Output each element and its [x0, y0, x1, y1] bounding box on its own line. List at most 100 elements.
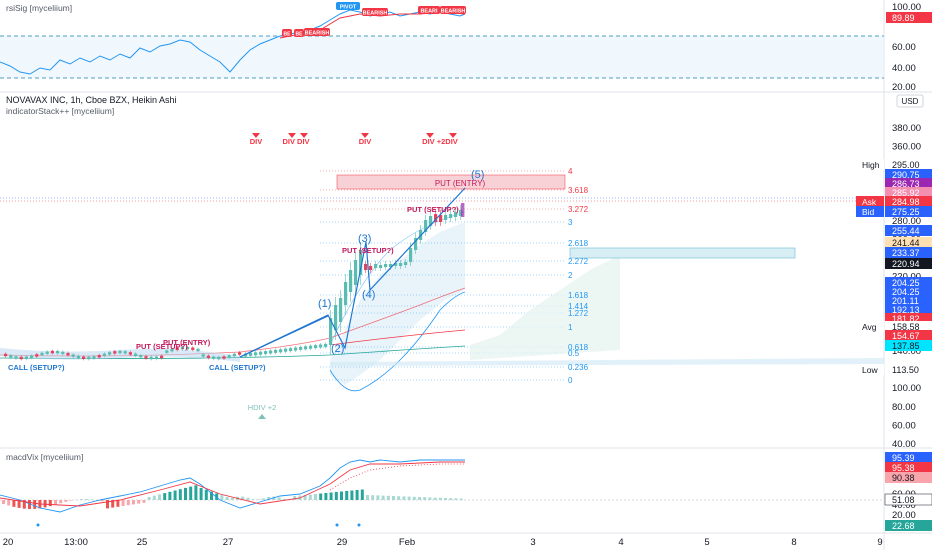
candle-body [19, 356, 23, 360]
rsi-annotation: BEARISH [363, 11, 388, 17]
macd-bar [184, 487, 187, 500]
time-axis[interactable]: 20 13:00 25 27 29 Feb 3 4 5 8 9 [3, 537, 883, 548]
rsi-annotation: BE [284, 32, 292, 38]
price-panel[interactable]: NOVAVAX INC, 1h, Cboe BZX, Heikin Ashi i… [0, 94, 932, 450]
candle-body [186, 346, 190, 350]
rsi-axis-label: 20.00 [892, 82, 916, 93]
time-axis-label: 8 [791, 537, 796, 548]
macd-bar [241, 496, 245, 500]
macd-bar [319, 493, 323, 500]
candle-body [374, 264, 378, 268]
candle-body [284, 348, 288, 352]
macd-bar [111, 500, 115, 508]
candle-body [71, 354, 75, 357]
fib-label: 0.5 [568, 349, 580, 358]
price-badge-text: 192.13 [892, 305, 920, 315]
price-badge [885, 237, 932, 248]
macd-axis-label: 20.00 [892, 510, 916, 521]
candle-body [454, 212, 458, 217]
candle-body [92, 356, 96, 359]
macd-bar [293, 496, 297, 500]
candle-body [449, 214, 453, 218]
price-badge-text: 295.00 [892, 160, 920, 170]
macd-bar [428, 497, 432, 500]
currency-button[interactable] [896, 94, 924, 108]
candle-body [56, 350, 60, 354]
macd-bar [132, 500, 135, 505]
rsi-panel[interactable]: PIVOT BEARISH BE BE BEARISH BEARI BEARIS… [0, 2, 932, 93]
candle-body [160, 355, 164, 359]
macd-bar [210, 491, 213, 500]
macd-bar [80, 499, 83, 500]
wave-label-4: (4) [362, 289, 375, 301]
macd-bar [28, 500, 31, 509]
candle-body [165, 350, 169, 353]
candle-body [9, 355, 13, 358]
macd-badge [885, 472, 932, 483]
candle-body [414, 238, 418, 250]
rsi-annotation: BEARISH [305, 31, 330, 37]
macd-bar [2, 500, 5, 504]
rsi-bearish-tag: BEARISH [304, 28, 330, 37]
hdiv-marker: HDIV +2 [248, 403, 276, 419]
put-entry-label: PUT (ENTRY) [163, 338, 211, 347]
rsi-be-tag: BE [294, 29, 304, 38]
rsi-annotation: BE [296, 32, 304, 38]
macd-bar [7, 500, 11, 506]
fib-label: 3.272 [568, 205, 589, 214]
macd-bar [116, 500, 120, 507]
time-axis-label: Feb [399, 537, 415, 548]
svg-text:DIV: DIV [250, 137, 263, 146]
price-badge-text: 255.44 [892, 226, 920, 236]
price-axis-label: 40.00 [892, 439, 916, 450]
macd-bar [366, 495, 369, 500]
candle-body [154, 356, 158, 360]
candle-body [384, 264, 388, 267]
macd-bar [59, 500, 63, 504]
price-badge [885, 258, 932, 269]
candle-body [314, 345, 318, 349]
macd-bar [277, 497, 281, 500]
fib-label: 2 [568, 271, 573, 280]
price-badge [885, 295, 932, 306]
macd-bar [220, 495, 224, 500]
macd-bar [12, 500, 16, 507]
macd-bar [282, 498, 286, 500]
candle-body [429, 216, 433, 226]
wave-label-1: (1) [318, 298, 331, 310]
macd-line [0, 459, 465, 513]
time-axis-label: 3 [530, 537, 535, 548]
indicator-title: indicatorStack++ [myceliium] [6, 106, 114, 116]
candle-body [259, 351, 263, 355]
candle-body [294, 347, 298, 351]
macd-bar [438, 497, 442, 500]
macd-bar [355, 490, 359, 500]
candle-body [170, 348, 174, 352]
macd-bar [267, 496, 271, 500]
time-axis-label: 27 [223, 537, 234, 548]
candle-body [113, 351, 117, 354]
rsi-be-tag: BE [282, 29, 292, 38]
macd-title: macdVix [myceliium] [6, 452, 83, 462]
rsi-axis-label: 60.00 [892, 42, 916, 53]
macd-bar [423, 497, 427, 500]
price-axis-label: 60.00 [892, 420, 916, 431]
macd-bar [454, 498, 458, 500]
div-marker: DIV +2DIV [422, 133, 458, 146]
macd-bar [324, 493, 328, 500]
fib-label: 2.618 [568, 239, 589, 248]
macd-badge-text: 95.38 [892, 463, 915, 473]
candle-body [459, 210, 463, 216]
price-badge [885, 159, 932, 170]
macd-bar [215, 493, 219, 500]
macd-bar [126, 500, 130, 506]
time-axis-label: 20 [3, 537, 14, 548]
macd-bar [262, 498, 265, 500]
macd-panel[interactable]: macdVix [myceliium] 80.0060.0040.0020.00… [0, 452, 932, 531]
price-badge-text: 275.25 [892, 207, 920, 217]
price-badge [885, 169, 932, 180]
candle-body [61, 351, 65, 355]
elliott-wave-line [239, 187, 466, 358]
macd-bar [22, 500, 26, 509]
